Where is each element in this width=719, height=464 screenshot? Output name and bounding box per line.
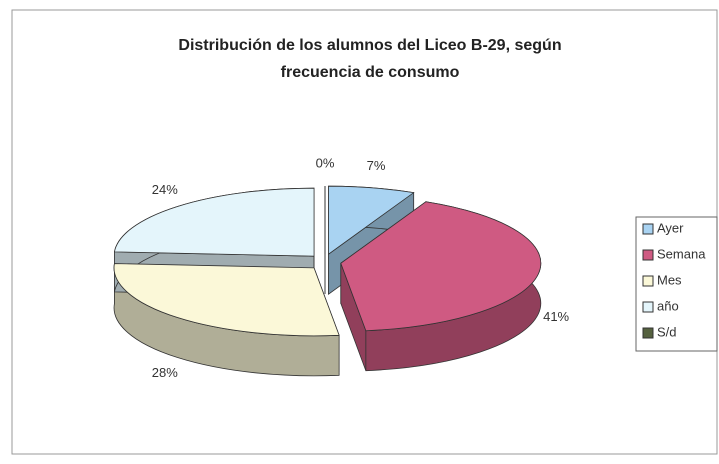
slice (113, 187, 315, 257)
legend-label: S/d (657, 324, 677, 339)
chart-title: frecuencia de consumo (281, 64, 460, 81)
slice (328, 185, 415, 255)
slice (113, 263, 340, 337)
legend-label: Ayer (657, 220, 684, 235)
legend-swatch (642, 301, 654, 313)
legend-swatch (642, 223, 654, 235)
legend-label: Semana (657, 246, 706, 261)
legend-swatch (642, 249, 654, 261)
data-label: 28% (152, 365, 178, 380)
legend-label: año (657, 298, 679, 313)
data-label: 24% (152, 182, 178, 197)
legend-swatch (642, 327, 654, 339)
chart-title: Distribución de los alumnos del Liceo B-… (178, 37, 561, 54)
data-label: 0% (316, 155, 335, 170)
legend-swatch (642, 275, 654, 287)
legend-label: Mes (657, 272, 682, 287)
slice (340, 201, 542, 332)
data-label: 7% (367, 158, 386, 173)
data-label: 41% (543, 309, 569, 324)
